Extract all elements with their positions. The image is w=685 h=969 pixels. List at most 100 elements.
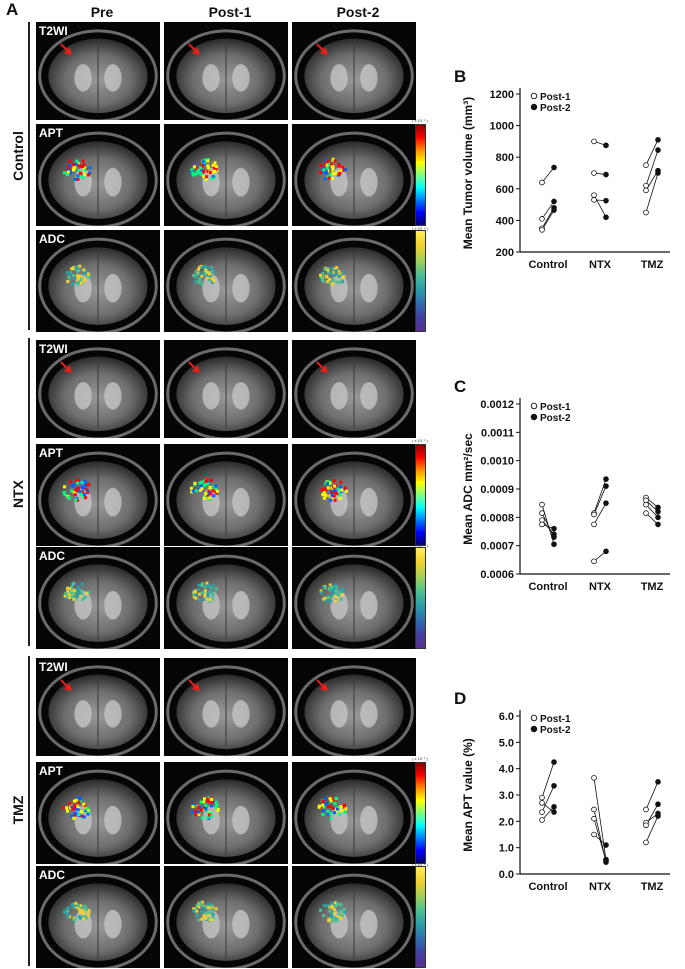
apt-colorbar-unit-control: ( x 10⁻¹ ) [412, 118, 428, 123]
red-arrowhead-icon [191, 365, 200, 374]
data-point-post-1 [591, 192, 597, 198]
mri-tmz-t2wi-post-1 [164, 658, 288, 756]
mri-tmz-t2wi-post-2 [292, 658, 416, 756]
y-tick-label: 3.0 [499, 790, 514, 802]
pair-connector-line [645, 139, 659, 166]
data-point-post-1 [591, 197, 597, 203]
data-point-post-2 [551, 809, 557, 815]
column-header-post-1: Post-1 [208, 4, 252, 20]
red-arrowhead-icon [63, 47, 72, 56]
mri-ntx-apt-post-1 [164, 444, 288, 546]
mri-ntx-t2wi-pre: T2WI [36, 340, 160, 438]
data-point-post-2 [603, 171, 609, 178]
data-point-post-2 [655, 170, 661, 176]
brain-slice-image [38, 29, 158, 120]
group-label-control: Control [10, 131, 26, 181]
y-tick-label: 0.0012 [480, 399, 514, 411]
apt-colorbar-tmz [415, 762, 426, 864]
legend-marker [530, 714, 538, 722]
x-tick-label: TMZ [641, 581, 664, 593]
chart-letter: D [454, 689, 466, 708]
y-tick-label: 200 [496, 247, 514, 259]
pair-connector-line [645, 172, 659, 213]
data-point-post-2 [551, 759, 557, 765]
adc-colorbar-control [415, 230, 426, 332]
data-point-post-2 [551, 534, 557, 540]
pair-connector-line [593, 502, 607, 525]
red-arrowhead-icon [191, 47, 200, 56]
legend-label: Post-2 [540, 103, 571, 114]
data-point-post-2 [551, 782, 557, 789]
mri-control-adc-post-1 [164, 230, 288, 332]
data-point-post-2 [655, 813, 661, 819]
brain-slice-image [294, 347, 414, 438]
mri-ntx-adc-pre: ADC [36, 547, 160, 649]
red-arrowhead-icon [191, 683, 200, 692]
data-point-post-2 [655, 508, 661, 515]
data-point-post-2 [655, 514, 661, 521]
apt-colorbar-unit-ntx: ( x 10⁻¹ ) [412, 438, 428, 443]
data-point-post-2 [551, 525, 557, 532]
y-tick-label: 1200 [490, 89, 514, 101]
data-point-post-2 [603, 483, 609, 489]
mri-ntx-t2wi-post-1 [164, 340, 288, 438]
red-arrowhead-icon [319, 683, 328, 692]
mri-row-label: APT [39, 446, 63, 460]
mri-tmz-adc-post-1 [164, 866, 288, 968]
data-point-post-2 [603, 197, 609, 204]
brain-slice-image [166, 131, 286, 226]
data-point-post-1 [539, 800, 545, 806]
legend-label: Post-1 [540, 92, 571, 103]
data-point-post-1 [539, 510, 545, 516]
adc-colorbar-unit-ntx: ( x 10⁻⁴ ) [412, 543, 429, 548]
y-tick-label: 0.0009 [480, 484, 514, 496]
y-tick-label: 600 [496, 184, 514, 196]
brain-slice-image [294, 131, 414, 226]
brain-slice-image [166, 29, 286, 120]
mri-control-t2wi-post-1 [164, 22, 288, 120]
mri-control-apt-post-1 [164, 124, 288, 226]
legend-marker [530, 413, 538, 421]
y-tick-label: 0.0008 [480, 512, 514, 524]
pair-connector-line [645, 504, 659, 518]
x-tick-label: Control [528, 581, 567, 593]
legend-marker [530, 402, 538, 410]
data-point-post-2 [603, 214, 609, 221]
data-point-post-1 [643, 162, 649, 168]
y-tick-label: 0.0010 [480, 456, 514, 468]
adc-colorbar-ntx [415, 547, 426, 649]
data-point-post-2 [551, 541, 557, 548]
data-point-post-1 [643, 839, 649, 846]
data-point-post-1 [643, 806, 649, 813]
data-point-post-2 [655, 521, 661, 528]
mri-row-label: T2WI [39, 660, 68, 674]
group-bracket-control [28, 22, 30, 330]
data-point-post-2 [603, 500, 609, 506]
data-point-post-1 [643, 501, 649, 508]
pair-connector-line [541, 167, 555, 183]
y-tick-label: 0.0006 [480, 569, 514, 581]
y-tick-label: 800 [496, 152, 514, 164]
red-arrowhead-icon [319, 47, 328, 56]
data-point-post-1 [539, 501, 545, 508]
data-point-post-1 [591, 138, 597, 145]
chart-letter: B [454, 67, 466, 86]
legend-label: Post-2 [540, 413, 571, 424]
y-tick-label: 4.0 [499, 764, 514, 776]
mri-control-t2wi-pre: T2WI [36, 22, 160, 120]
brain-slice-image [166, 237, 286, 332]
brain-slice-image [38, 769, 158, 864]
legend-marker [530, 103, 538, 111]
brain-slice-image [166, 769, 286, 864]
chart-b-tumor-volume: B 200 400 600 800 1000 1200 Control NTX TMZ Mean T… [454, 67, 670, 271]
y-tick-label: 0.0007 [480, 541, 514, 553]
data-point-post-2 [551, 207, 557, 213]
brain-slice-image [294, 237, 414, 332]
data-point-post-1 [591, 815, 597, 822]
data-point-post-1 [591, 775, 597, 781]
mri-ntx-apt-post-2 [292, 444, 416, 546]
brain-slice-image [166, 451, 286, 546]
data-point-post-1 [539, 179, 545, 186]
brain-slice-image [38, 665, 158, 756]
group-label-tmz: TMZ [10, 795, 26, 825]
